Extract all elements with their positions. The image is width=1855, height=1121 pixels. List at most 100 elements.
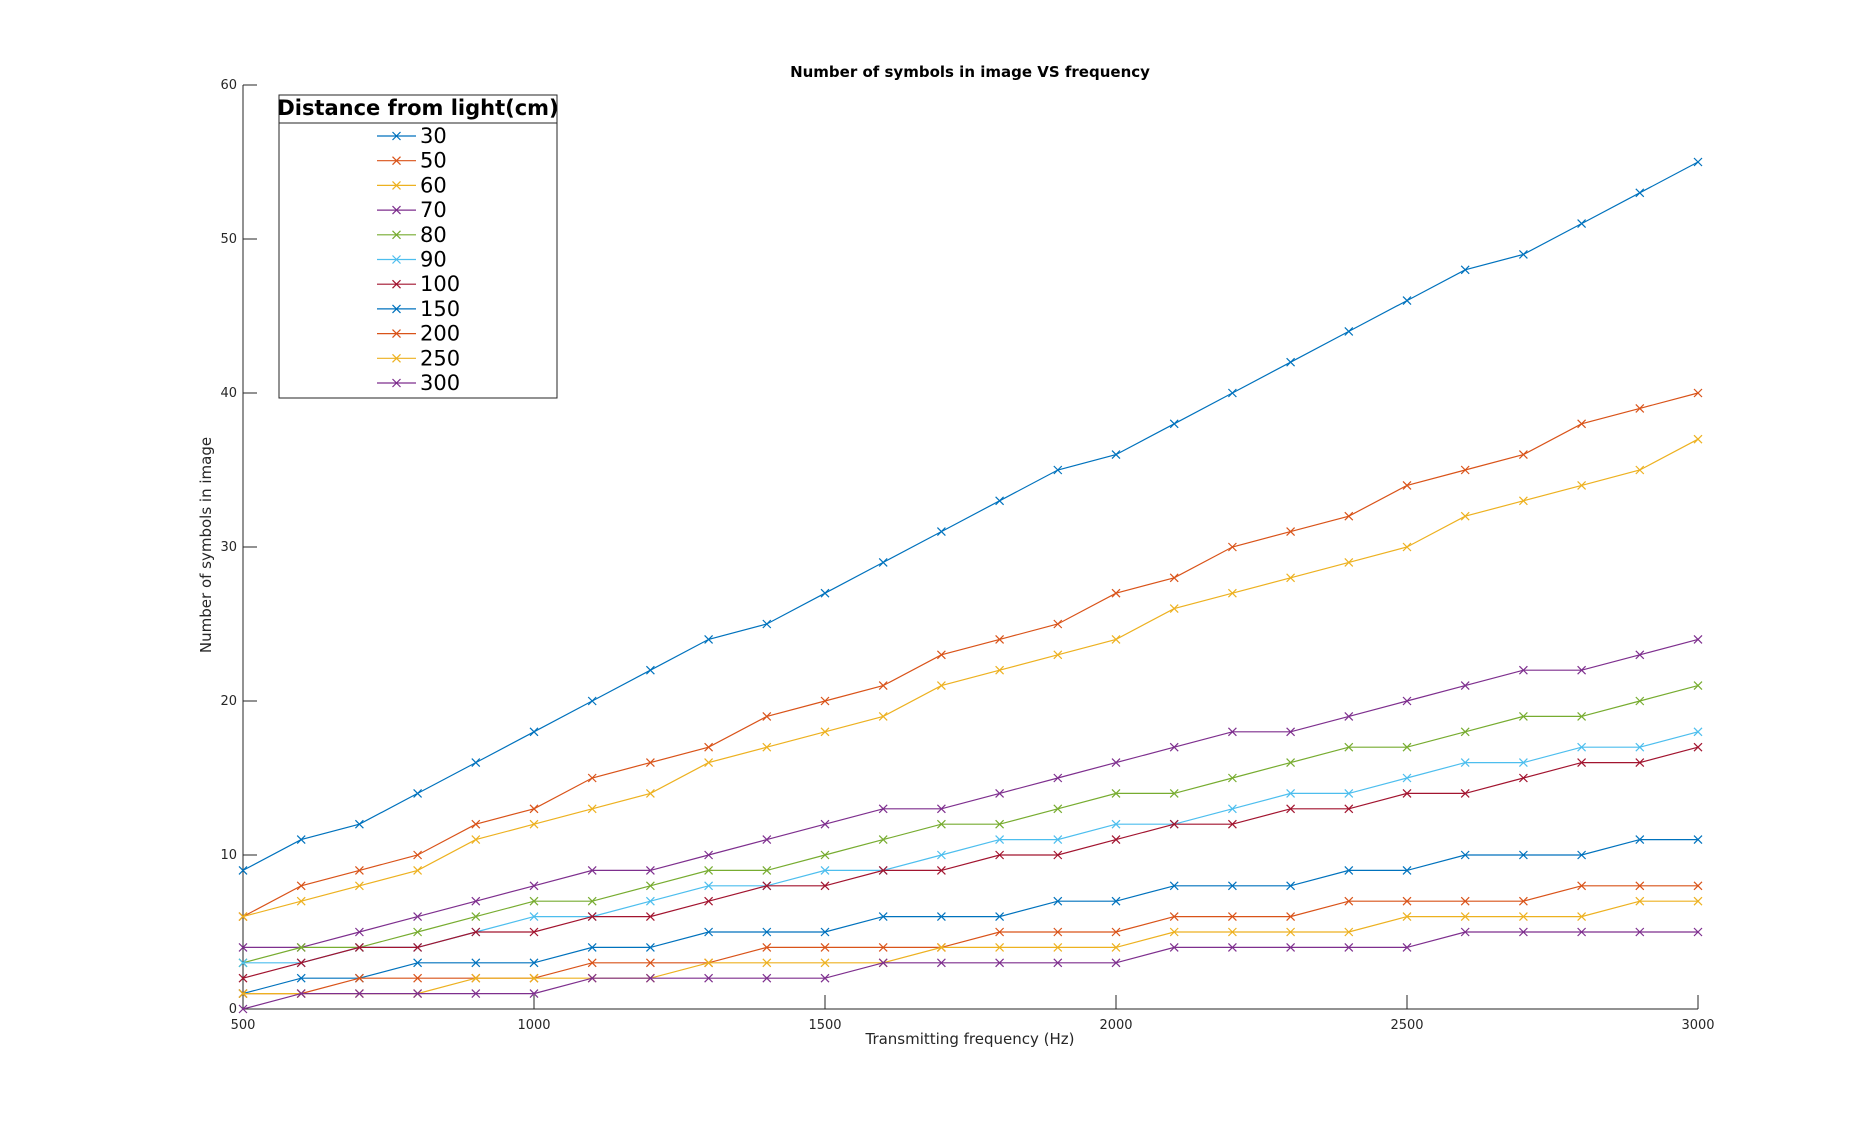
data-point [471,989,481,999]
data-point [936,819,946,829]
data-point [238,989,248,999]
data-point [413,788,423,798]
data-point [1635,742,1645,752]
data-point [1402,788,1412,798]
data-point [936,650,946,660]
data-point [1518,927,1528,937]
data-point [1111,758,1121,768]
data-point [995,927,1005,937]
data-point [1053,942,1063,952]
data-point [587,958,597,968]
data-point [1518,496,1528,506]
data-point [1169,819,1179,829]
data-point [238,973,248,983]
data-point [1286,881,1296,891]
data-point [1286,927,1296,937]
data-point [413,865,423,875]
data-point [238,958,248,968]
data-point [529,881,539,891]
data-point [413,973,423,983]
data-point [1402,480,1412,490]
data-point [1635,896,1645,906]
data-point [354,819,364,829]
data-point [995,665,1005,675]
data-point [1344,742,1354,752]
data-point [471,758,481,768]
data-point [820,588,830,598]
data-point [413,958,423,968]
data-point [704,865,714,875]
data-point [471,835,481,845]
data-point [1053,896,1063,906]
series-line [243,885,1698,995]
y-tick-label: 50 [220,232,237,247]
data-point [1518,896,1528,906]
data-point [878,804,888,814]
series-100 [238,742,1703,983]
data-point [238,942,248,952]
data-point [1344,865,1354,875]
data-point [1169,912,1179,922]
data-point [1227,942,1237,952]
legend-label: 90 [420,248,447,272]
data-point [1286,912,1296,922]
data-point [296,896,306,906]
data-point [1635,465,1645,475]
x-tick-label: 3000 [1681,1018,1714,1033]
legend-label: 300 [420,371,460,395]
data-point [645,788,655,798]
data-point [471,927,481,937]
data-point [1693,388,1703,398]
series-layer [238,157,1703,1014]
legend-entry: 30 [377,124,447,148]
data-point [296,958,306,968]
data-point [1286,758,1296,768]
legend-label: 100 [420,272,460,296]
data-point [1344,896,1354,906]
y-axis-label: Number of symbols in image [197,437,215,653]
data-point [995,835,1005,845]
data-point [762,958,772,968]
data-point [1344,927,1354,937]
data-point [820,696,830,706]
data-point [762,865,772,875]
data-point [587,865,597,875]
data-point [529,819,539,829]
legend-label: 200 [420,322,460,346]
data-point [354,989,364,999]
data-point [704,881,714,891]
data-point [1286,357,1296,367]
data-point [529,912,539,922]
data-point [1227,927,1237,937]
data-point [587,896,597,906]
data-point [1111,896,1121,906]
data-point [1402,742,1412,752]
data-point [1344,788,1354,798]
x-axis-label: Transmitting frequency (Hz) [864,1030,1074,1048]
data-point [762,742,772,752]
legend-entry: 300 [377,371,460,395]
data-point [1169,742,1179,752]
data-point [1053,835,1063,845]
y-tick-label: 20 [220,694,237,709]
data-point [704,758,714,768]
legend-label: 70 [420,198,447,222]
data-point [1111,819,1121,829]
data-point [529,896,539,906]
data-point [1227,388,1237,398]
data-point [1693,157,1703,167]
data-point [1169,881,1179,891]
data-point [1635,881,1645,891]
data-point [1286,727,1296,737]
data-point [587,912,597,922]
data-point [820,819,830,829]
data-point [820,958,830,968]
data-point [1635,758,1645,768]
series-line [243,638,1699,949]
data-point [1577,742,1587,752]
data-point [296,973,306,983]
data-point [820,727,830,737]
data-point [762,973,772,983]
data-point [878,958,888,968]
data-point [1693,835,1703,845]
